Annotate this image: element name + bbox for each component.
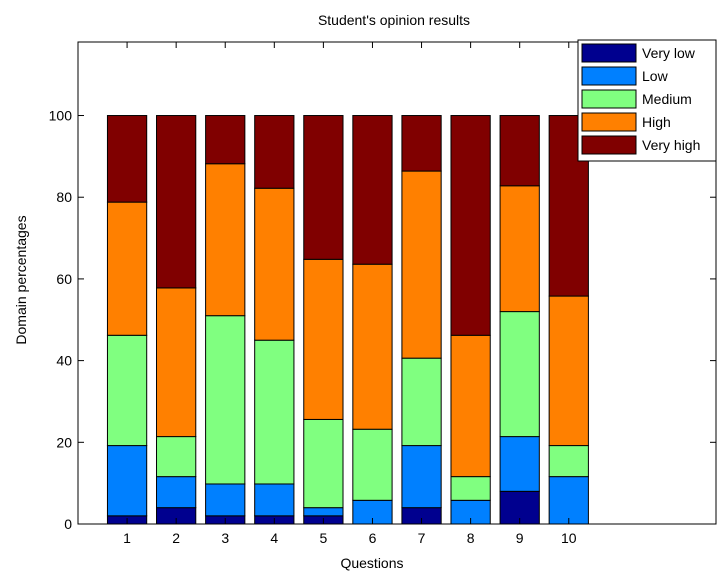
bar-segment bbox=[303, 115, 344, 260]
legend-label: Low bbox=[642, 68, 669, 84]
x-tick-label: 8 bbox=[467, 530, 475, 546]
y-tick-label: 40 bbox=[56, 353, 72, 369]
x-tick-label: 1 bbox=[123, 530, 131, 546]
bar-segment bbox=[401, 170, 442, 359]
x-tick-label: 4 bbox=[270, 530, 278, 546]
x-tick-label: 9 bbox=[516, 530, 524, 546]
y-tick-label: 20 bbox=[56, 434, 72, 450]
legend-swatch bbox=[581, 89, 637, 109]
legend-label: High bbox=[642, 114, 671, 130]
y-tick-label: 80 bbox=[56, 189, 72, 205]
bar-segment bbox=[499, 115, 540, 187]
y-tick-label: 0 bbox=[64, 516, 72, 532]
legend-label: Very low bbox=[642, 45, 696, 61]
bar-segment bbox=[205, 483, 246, 517]
y-tick-label: 60 bbox=[56, 271, 72, 287]
bar-segment bbox=[401, 115, 442, 172]
legend-label: Medium bbox=[642, 91, 692, 107]
y-tick-label: 100 bbox=[49, 108, 73, 124]
bar-segment bbox=[352, 428, 393, 501]
bar-segment bbox=[205, 163, 246, 317]
legend-swatch bbox=[581, 66, 637, 86]
bar-segment bbox=[156, 115, 197, 289]
bar-segment bbox=[205, 115, 246, 165]
bar-segment bbox=[303, 507, 344, 517]
bar-segment bbox=[106, 201, 148, 336]
bar-segment bbox=[450, 476, 491, 501]
bar-segment bbox=[499, 311, 540, 438]
bar-segment bbox=[499, 185, 540, 313]
bar-segment bbox=[401, 357, 442, 447]
x-axis-label: Questions bbox=[340, 555, 403, 571]
bar-group bbox=[106, 115, 589, 525]
plot-frame bbox=[77, 41, 717, 525]
bar-segment bbox=[156, 436, 197, 478]
x-tick-label: 7 bbox=[418, 530, 426, 546]
y-axis-label: Domain percentages bbox=[13, 215, 29, 344]
bar-segment bbox=[499, 436, 540, 492]
bar-segment bbox=[548, 295, 589, 447]
bar-segment bbox=[548, 445, 589, 478]
bar-segment bbox=[401, 445, 442, 509]
bar-segment bbox=[303, 418, 344, 509]
bar-segment bbox=[156, 476, 197, 509]
bar-segment bbox=[352, 115, 393, 265]
legend-swatch bbox=[581, 112, 637, 132]
bar-segment bbox=[106, 115, 148, 203]
x-tick-label: 3 bbox=[221, 530, 229, 546]
bar-segment bbox=[254, 115, 295, 189]
x-tick-label: 5 bbox=[319, 530, 327, 546]
bar-segment bbox=[254, 187, 295, 341]
legend-swatch bbox=[581, 135, 637, 155]
x-tick-label: 6 bbox=[369, 530, 377, 546]
bar-segment bbox=[254, 483, 295, 517]
x-tick-label: 10 bbox=[561, 530, 577, 546]
bar-segment bbox=[156, 287, 197, 438]
legend-label: Very high bbox=[642, 137, 700, 153]
bar-segment bbox=[450, 115, 491, 336]
chart-title: Student's opinion results bbox=[318, 12, 470, 28]
bar-segment bbox=[548, 476, 589, 525]
bar-segment bbox=[450, 334, 491, 478]
bar-segment bbox=[106, 334, 148, 447]
x-tick-label: 2 bbox=[172, 530, 180, 546]
bar-segment bbox=[254, 339, 295, 485]
bar-segment bbox=[106, 445, 148, 517]
legend-swatch bbox=[581, 43, 637, 63]
bar-segment bbox=[303, 258, 344, 420]
bar-segment bbox=[352, 263, 393, 430]
legend: Very low Low Medium High Very high bbox=[577, 39, 717, 162]
bar-segment bbox=[205, 315, 246, 485]
